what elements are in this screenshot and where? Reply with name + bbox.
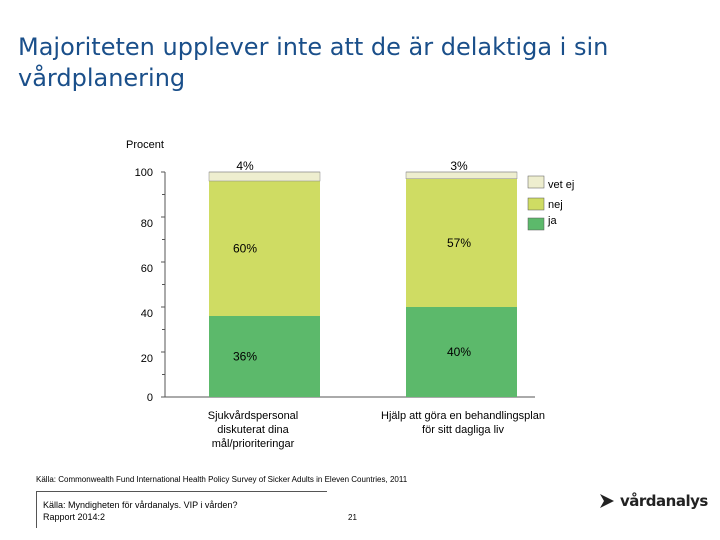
data-label-2-ja: 40% xyxy=(447,345,471,359)
logo-text: vårdanalys xyxy=(620,492,708,510)
legend-label-nej: nej xyxy=(548,199,563,211)
footer-source-line-1: Källa: Myndigheten för vårdanalys. VIP i… xyxy=(43,500,238,510)
x-category-label-1-line-2: diskuterat dina xyxy=(217,424,289,436)
data-label-2-vet-ej: 3% xyxy=(450,159,468,173)
footer-source: Källa: Myndigheten för vårdanalys. VIP i… xyxy=(43,499,237,523)
bar-1-vet-ej xyxy=(208,171,321,182)
bar-1-nej xyxy=(209,181,320,316)
legend-swatch-vet-ej xyxy=(527,175,545,189)
bar-2-nej xyxy=(406,178,517,307)
source-note: Källa: Commonwealth Fund International H… xyxy=(36,475,408,484)
page-title: Majoriteten upplever inte att de är dela… xyxy=(18,33,609,92)
x-category-label-2: Hjälp att göra en behandlingsplan för si… xyxy=(358,409,568,437)
legend-label-ja: ja xyxy=(547,215,557,227)
x-category-label-1-line-3: mål/prioriteringar xyxy=(211,438,295,450)
bar-2-ja xyxy=(406,307,517,397)
page-number: 21 xyxy=(348,513,357,522)
footer-source-line-2: Rapport 2014:2 xyxy=(43,512,106,522)
x-category-label-1: Sjukvårdspersonal diskuterat dina mål/pr… xyxy=(188,409,318,451)
vardanalys-logo: vårdanalys xyxy=(598,492,708,510)
logo-arrow-icon xyxy=(600,494,614,508)
x-category-label-2-line-2: för sitt dagliga liv xyxy=(422,424,504,436)
y-tick-label-40: 40 xyxy=(141,308,153,320)
data-label-1-ja: 36% xyxy=(233,350,257,364)
data-label-1-nej: 60% xyxy=(233,242,257,256)
data-label-1-vet-ej: 4% xyxy=(236,159,254,173)
y-tick-label-60: 60 xyxy=(141,263,153,275)
y-tick-label-20: 20 xyxy=(141,353,153,365)
y-tick-label-0: 0 xyxy=(147,392,153,404)
bar-2-vet-ej xyxy=(405,171,518,179)
y-tick-label-80: 80 xyxy=(141,218,153,230)
y-tick-label-100: 100 xyxy=(135,167,153,179)
legend-swatch-nej xyxy=(527,197,545,211)
bar-1-ja xyxy=(209,316,320,397)
y-axis-label: Procent xyxy=(126,139,164,151)
data-label-2-nej: 57% xyxy=(447,236,471,250)
x-category-label-2-line-1: Hjälp att göra en behandlingsplan xyxy=(381,410,545,422)
legend-label-vet-ej: vet ej xyxy=(548,179,574,191)
x-category-label-1-line-1: Sjukvårdspersonal xyxy=(207,410,299,422)
legend-swatch-ja xyxy=(527,217,545,231)
footer-frame xyxy=(36,491,327,528)
